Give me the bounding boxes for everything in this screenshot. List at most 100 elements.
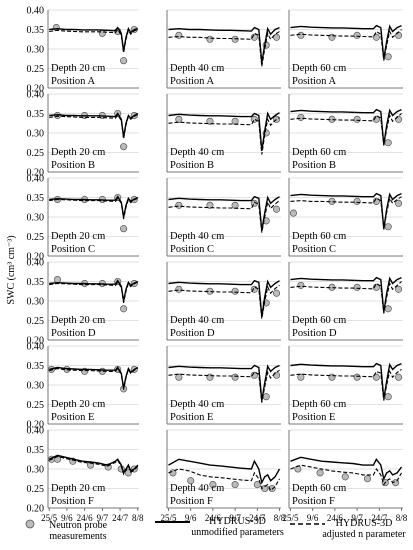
panel-label: Depth 60 cm [292, 231, 346, 242]
unmodified-line [168, 111, 280, 151]
x-tick-label: 25/5 [160, 513, 177, 523]
measurement-point [341, 473, 349, 481]
measurement-point [120, 143, 128, 151]
panel-label: Position E [170, 412, 213, 423]
unmodified-line [290, 24, 402, 59]
panel-label: Position B [170, 160, 214, 171]
y-tick-label: 0.25 [27, 484, 45, 495]
x-tick-label: 9/6 [307, 513, 319, 523]
panel-label: Position E [292, 412, 335, 423]
measurement-point [250, 115, 258, 123]
panel-label: Position D [170, 328, 215, 339]
unmodified-line [49, 195, 139, 218]
measurement-point [384, 393, 392, 401]
measurement-point [273, 289, 281, 297]
measurement-point [353, 283, 361, 291]
panel-label: Depth 20 cm [51, 483, 105, 494]
measurement-point [206, 201, 214, 209]
panel-label: Depth 40 cm [170, 231, 224, 242]
y-tick-label: 0.40 [27, 258, 45, 269]
panel-label: Depth 60 cm [292, 483, 346, 494]
measurement-point [206, 117, 214, 125]
y-tick-label: 0.30 [27, 129, 45, 140]
measurement-point [328, 373, 336, 381]
x-tick-label: 24/6 [327, 513, 344, 523]
legend-label: Neutron probe measurements [48, 520, 108, 542]
adjusted-line [49, 113, 139, 139]
measurement-point [175, 285, 183, 293]
panel-label: Position F [51, 496, 94, 507]
adjusted-line [168, 116, 280, 155]
panel-label: Depth 20 cm [51, 231, 105, 242]
panel-label: Depth 40 cm [170, 483, 224, 494]
x-tick-label: 24/7 [112, 513, 129, 523]
measurement-point [395, 115, 403, 123]
x-tick-label: 9/6 [61, 513, 73, 523]
measurement-point [316, 469, 324, 477]
measurement-point [98, 29, 106, 37]
adjusted-line [49, 367, 139, 390]
adjusted-line [49, 28, 138, 53]
measurement-point [363, 475, 372, 483]
measurement-point [231, 201, 239, 209]
y-tick-label: 0.35 [27, 445, 45, 456]
panel-label: Position F [170, 496, 213, 507]
unmodified-line [168, 26, 280, 63]
panel-label: Depth 60 cm [292, 63, 346, 74]
x-tick-label: 24/6 [205, 513, 222, 523]
x-tick-label: 24/7 [249, 513, 266, 523]
measurement-point [124, 469, 132, 477]
panel-label: Position C [51, 244, 95, 255]
measurement-point [250, 371, 258, 379]
panel-label: Depth 20 cm [51, 315, 105, 326]
y-tick-label: 0.40 [27, 6, 45, 17]
y-tick-label: 0.30 [27, 45, 45, 56]
measurement-point [187, 477, 195, 485]
panel-label: Position A [292, 76, 336, 87]
measurement-point [53, 275, 62, 284]
measurement-point [297, 31, 305, 39]
panel-label: Depth 60 cm [292, 399, 346, 410]
measurement-point [395, 31, 403, 39]
unmodified-line [290, 362, 402, 399]
y-tick-label: 0.25 [27, 148, 45, 159]
measurement-point [353, 373, 361, 381]
y-tick-label: 0.25 [27, 316, 45, 327]
adjusted-line [168, 200, 280, 233]
measurement-point [120, 57, 128, 65]
measurement-point [297, 281, 305, 289]
adjusted-line [290, 196, 402, 230]
x-tick-label: 9/7 [351, 513, 363, 523]
measurement-point [120, 225, 128, 233]
y-tick-label: 0.40 [27, 174, 45, 185]
x-tick-label: 9/7 [229, 513, 241, 523]
measurement-point [273, 33, 281, 41]
x-tick-label: 25/5 [282, 513, 299, 523]
adjusted-line [49, 281, 139, 304]
measurement-point [206, 373, 214, 381]
measurement-point [372, 33, 380, 41]
measurement-point [231, 481, 239, 489]
measurement-point [273, 205, 281, 213]
measurement-point [384, 223, 392, 231]
adjusted-line [168, 468, 280, 492]
measurement-point [297, 373, 305, 381]
measurement-point [120, 305, 128, 313]
x-tick-label: 8/8 [132, 513, 144, 523]
adjusted-line [290, 29, 402, 61]
unmodified-line [290, 192, 402, 229]
panel-label: Depth 20 cm [51, 147, 105, 158]
panel-label: Position A [170, 76, 214, 87]
measurement-point [395, 199, 403, 207]
y-tick-label: 0.25 [27, 64, 45, 75]
y-axis-label: SWC (cm³ cm⁻³) [6, 235, 17, 304]
y-tick-label: 0.20 [27, 84, 45, 95]
measurement-point [297, 113, 305, 121]
adjusted-line [168, 31, 280, 67]
y-tick-label: 0.35 [27, 25, 45, 36]
panel-label: Position A [51, 76, 95, 87]
y-tick-label: 0.35 [27, 277, 45, 288]
x-tick-label: 25/5 [41, 513, 58, 523]
panel-label: Depth 60 cm [292, 147, 346, 158]
measurement-point [395, 285, 403, 293]
